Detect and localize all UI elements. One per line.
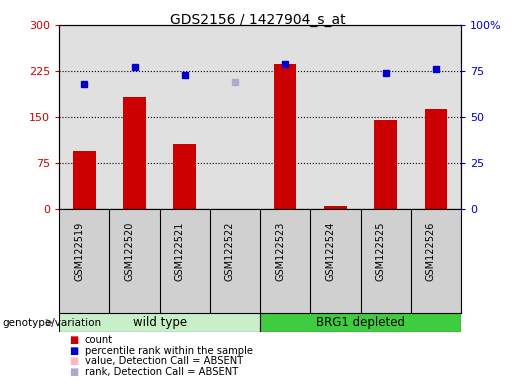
Bar	[59, 313, 260, 332]
Bar	[324, 206, 347, 209]
Text: ■: ■	[70, 346, 79, 356]
Bar	[73, 151, 96, 209]
Text: GSM122526: GSM122526	[426, 222, 436, 281]
Bar	[123, 98, 146, 209]
Text: wild type: wild type	[132, 316, 187, 329]
Bar	[174, 144, 196, 209]
Text: ■: ■	[70, 367, 79, 377]
Bar	[374, 120, 397, 209]
Text: GSM122519: GSM122519	[74, 222, 84, 281]
Text: GSM122522: GSM122522	[225, 222, 235, 281]
Text: ■: ■	[70, 356, 79, 366]
Text: percentile rank within the sample: percentile rank within the sample	[85, 346, 253, 356]
Text: count: count	[85, 335, 113, 345]
Text: rank, Detection Call = ABSENT: rank, Detection Call = ABSENT	[85, 367, 238, 377]
Bar	[274, 64, 297, 209]
Bar	[424, 109, 447, 209]
Bar	[260, 313, 461, 332]
Text: value, Detection Call = ABSENT: value, Detection Call = ABSENT	[85, 356, 243, 366]
Text: GSM122521: GSM122521	[175, 222, 185, 281]
Text: GSM122525: GSM122525	[375, 222, 386, 281]
Text: genotype/variation: genotype/variation	[3, 318, 101, 328]
Text: GDS2156 / 1427904_s_at: GDS2156 / 1427904_s_at	[169, 13, 346, 27]
Text: GSM122524: GSM122524	[325, 222, 335, 281]
Text: ■: ■	[70, 335, 79, 345]
Text: BRG1 depleted: BRG1 depleted	[316, 316, 405, 329]
Text: GSM122523: GSM122523	[275, 222, 285, 281]
Text: GSM122520: GSM122520	[125, 222, 134, 281]
